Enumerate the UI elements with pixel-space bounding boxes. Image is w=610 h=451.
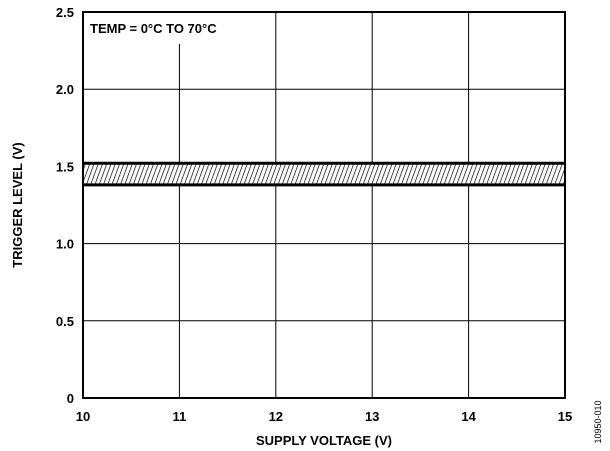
y-tick-label: 2.0 [56,82,74,97]
y-tick-label: 1.5 [56,159,74,174]
x-tick-label: 11 [173,409,187,424]
x-tick-label: 10 [76,409,90,424]
annotation-box [83,12,250,44]
figure-id: 10950-010 [593,400,603,443]
y-tick-label: 2.5 [56,5,74,20]
y-tick-label: 0 [67,391,74,406]
x-tick-label: 14 [461,409,476,424]
grid-lines [83,12,565,398]
band-hatch-fill [83,163,565,185]
y-tick-labels: 0 0.5 1.0 1.5 2.0 2.5 [56,5,74,406]
y-tick-label: 1.0 [56,237,74,252]
x-tick-labels: 10 11 12 13 14 15 [76,409,572,424]
y-axis-title: TRIGGER LEVEL (V) [10,142,25,267]
trigger-band [83,163,565,185]
series-lines [83,161,565,187]
x-tick-label: 15 [558,409,572,424]
y-tick-label: 0.5 [56,314,74,329]
annotation-temp-range: TEMP = 0°C TO 70°C [90,21,217,36]
x-axis-title: SUPPLY VOLTAGE (V) [256,433,392,448]
x-tick-label: 12 [269,409,283,424]
x-tick-label: 13 [365,409,379,424]
plot-frame [82,11,566,399]
